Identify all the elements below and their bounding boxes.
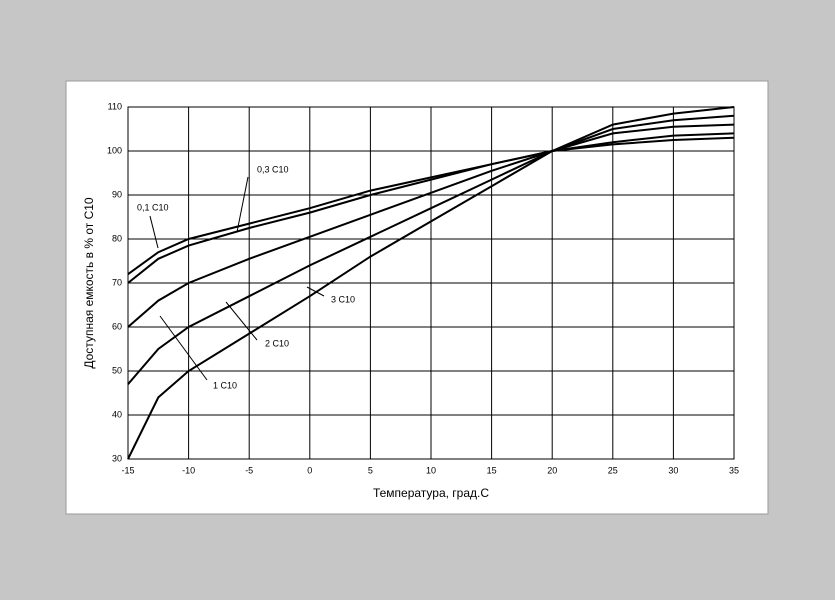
y-tick-label: 60 — [112, 321, 122, 331]
y-axis-label: Доступная емкость в % от С10 — [82, 197, 96, 369]
x-tick-label: 15 — [487, 465, 497, 475]
y-tick-label: 50 — [112, 365, 122, 375]
y-tick-label: 110 — [108, 101, 122, 111]
x-tick-label: 10 — [426, 465, 436, 475]
series-label: 0,3 C10 — [257, 164, 289, 174]
data-line — [127, 123, 735, 328]
data-line — [127, 106, 735, 460]
data-line — [127, 114, 735, 385]
x-tick-label: 35 — [729, 465, 739, 475]
y-tick-label: 30 — [112, 453, 122, 463]
x-axis-label: Температура, град.С — [373, 486, 489, 500]
series-label: 3 C10 — [331, 294, 355, 304]
leader-line — [236, 176, 249, 233]
x-tick-label: 5 — [368, 465, 373, 475]
x-tick-label: 25 — [608, 465, 618, 475]
leader-line — [306, 286, 325, 297]
series-label: 1 C10 — [213, 380, 237, 390]
y-tick-label: 40 — [112, 409, 122, 419]
x-tick-label: 0 — [307, 465, 312, 475]
x-tick-label: -5 — [245, 465, 253, 475]
series-label: 2 C10 — [265, 338, 289, 348]
y-tick-label: 70 — [112, 277, 122, 287]
x-tick-label: 30 — [668, 465, 678, 475]
y-tick-label: 80 — [112, 233, 122, 243]
leader-line — [225, 301, 258, 341]
chart-panel — [65, 80, 769, 515]
series-label: 0,1 C10 — [137, 202, 169, 212]
y-tick-label: 100 — [107, 145, 122, 155]
x-tick-label: -10 — [182, 465, 195, 475]
x-tick-label: 20 — [547, 465, 557, 475]
data-line — [127, 132, 735, 284]
y-tick-label: 90 — [112, 189, 122, 199]
data-line — [127, 136, 735, 276]
leader-line — [159, 315, 208, 381]
x-tick-label: -15 — [121, 465, 134, 475]
leader-line — [149, 215, 159, 249]
